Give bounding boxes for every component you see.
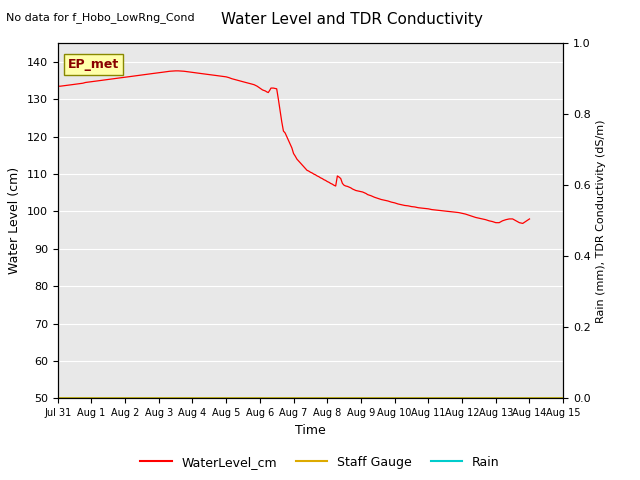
X-axis label: Time: Time xyxy=(295,424,326,437)
Legend: WaterLevel_cm, Staff Gauge, Rain: WaterLevel_cm, Staff Gauge, Rain xyxy=(136,451,504,474)
Text: Water Level and TDR Conductivity: Water Level and TDR Conductivity xyxy=(221,12,483,27)
Text: No data for f_Hobo_LowRng_Cond: No data for f_Hobo_LowRng_Cond xyxy=(6,12,195,23)
Y-axis label: Rain (mm), TDR Conductivity (dS/m): Rain (mm), TDR Conductivity (dS/m) xyxy=(596,119,606,323)
Y-axis label: Water Level (cm): Water Level (cm) xyxy=(8,167,21,275)
Text: EP_met: EP_met xyxy=(68,58,119,71)
